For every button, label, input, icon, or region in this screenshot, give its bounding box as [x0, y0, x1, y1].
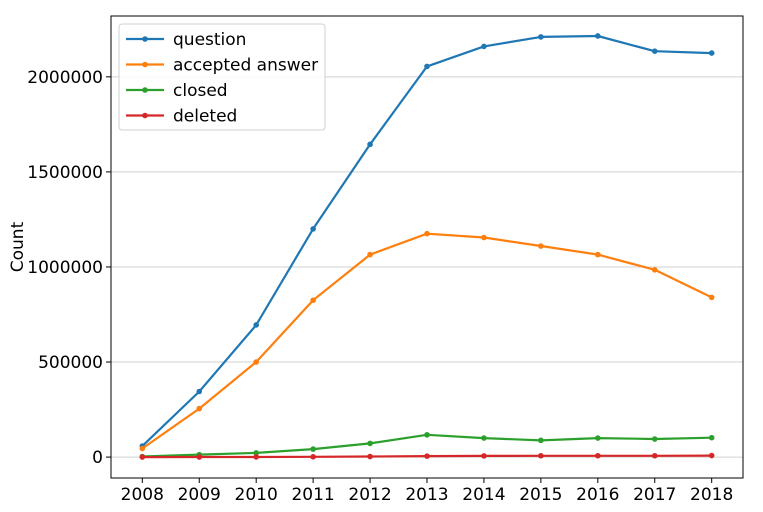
data-point: [538, 34, 544, 40]
y-tick-label: 2000000: [27, 68, 103, 88]
y-axis-label: Count: [8, 221, 28, 272]
data-point: [310, 297, 316, 304]
x-tick-label: 2016: [576, 485, 619, 505]
data-point: [424, 453, 430, 459]
data-point: [708, 294, 715, 301]
series-question: [139, 33, 715, 449]
data-point: [708, 50, 715, 56]
data-point: [538, 437, 544, 444]
x-tick-label: 2014: [462, 485, 505, 505]
data-point: [481, 453, 487, 459]
data-point: [595, 452, 601, 459]
data-point: [310, 226, 316, 232]
series-accepted-answer: [139, 230, 715, 452]
data-point: [595, 251, 601, 258]
data-point: [651, 267, 658, 273]
data-point: [424, 432, 430, 438]
x-tick-label: 2017: [633, 485, 676, 505]
data-point: [139, 445, 146, 452]
x-tick-label: 2011: [291, 485, 334, 505]
legend-label: deleted: [173, 107, 237, 127]
data-point: [538, 243, 544, 249]
legend-label: accepted answer: [173, 56, 318, 76]
y-tick-label: 0: [92, 448, 103, 468]
data-point: [253, 454, 259, 460]
data-point: [595, 33, 601, 39]
data-point: [481, 234, 487, 241]
data-point: [367, 440, 373, 447]
data-point: [481, 43, 487, 50]
data-point: [708, 434, 715, 441]
legend-item: question: [126, 30, 246, 50]
legend-marker: [142, 36, 148, 42]
x-tick-label: 2013: [405, 485, 448, 505]
data-point: [253, 359, 259, 365]
data-point: [651, 436, 658, 442]
series-deleted: [139, 452, 715, 460]
x-tick-label: 2008: [121, 485, 164, 505]
data-point: [253, 450, 259, 456]
legend-item: accepted answer: [126, 56, 318, 76]
legend-label: question: [173, 30, 246, 50]
y-tick-label: 1500000: [27, 163, 103, 183]
data-point: [367, 251, 373, 258]
legend-marker: [142, 61, 148, 68]
legend-item: deleted: [126, 107, 237, 127]
x-tick-label: 2012: [348, 485, 391, 505]
data-point: [310, 446, 316, 452]
legend-marker: [142, 87, 148, 93]
data-point: [139, 454, 146, 460]
data-point: [424, 63, 430, 70]
data-point: [481, 435, 487, 441]
data-point: [424, 230, 430, 237]
legend: question accepted answer closed deleted: [118, 23, 326, 131]
x-tick-label: 2018: [690, 485, 733, 505]
data-point: [367, 453, 373, 460]
data-point: [310, 454, 316, 460]
data-point: [196, 405, 203, 412]
legend-marker: [142, 112, 148, 119]
y-tick-label: 500000: [38, 353, 103, 373]
x-tick-label: 2015: [519, 485, 562, 505]
x-tick-label: 2009: [178, 485, 221, 505]
series-lines: [139, 33, 715, 460]
y-tick-label: 1000000: [27, 258, 103, 278]
data-point: [538, 452, 544, 459]
x-tick-label: 2010: [235, 485, 278, 505]
legend-label: closed: [173, 81, 228, 101]
legend-box: [118, 23, 326, 131]
data-point: [196, 388, 203, 395]
data-point: [367, 141, 373, 148]
data-point: [595, 435, 601, 441]
data-point: [196, 454, 203, 460]
data-point: [708, 452, 715, 459]
data-point: [651, 452, 658, 459]
data-point: [253, 322, 259, 328]
data-point: [651, 48, 658, 54]
legend-item: closed: [126, 81, 228, 101]
axis-ticks: 0 500000 1000000 1500000 2000000 2008 2009 2010…: [27, 68, 733, 505]
